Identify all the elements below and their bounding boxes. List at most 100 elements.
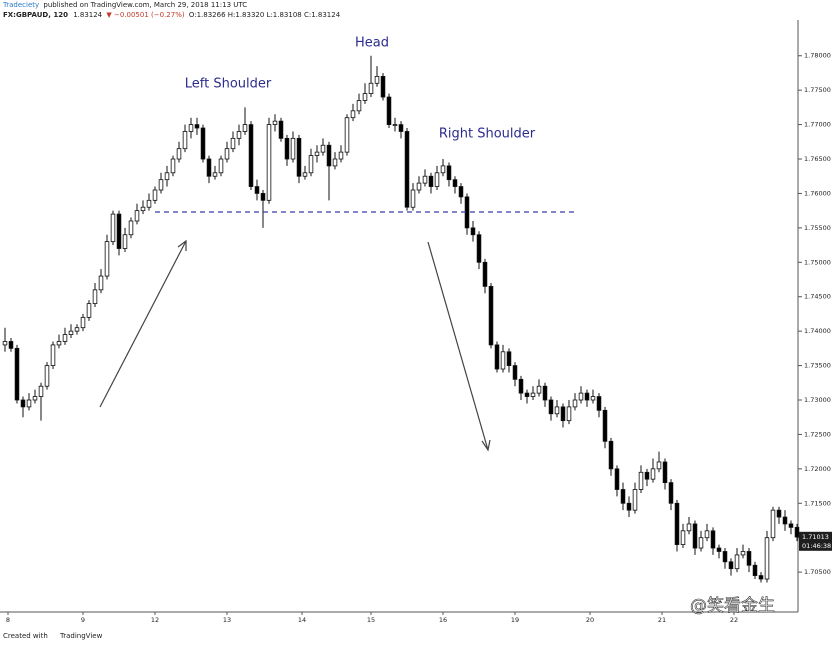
candle-body [152, 189, 158, 201]
candle-body [650, 468, 656, 480]
candle-body [638, 471, 644, 490]
y-tick-label: 1.74000 [804, 327, 831, 335]
footer-brand[interactable]: TradingView [59, 632, 103, 640]
candle-body [482, 261, 488, 287]
candle-body [386, 96, 392, 125]
last-price-label: 1.71013 [802, 533, 829, 541]
y-tick-label: 1.74500 [804, 293, 831, 301]
ohlc: O:1.83266 H:1.83320 L:1.83108 C:1.83124 [189, 11, 341, 19]
candle-body [44, 365, 50, 387]
y-tick-label: 1.72500 [804, 430, 831, 438]
candle-body [74, 327, 80, 332]
candle-body [524, 392, 530, 397]
candle-body [248, 124, 254, 187]
candle-body [380, 75, 386, 98]
candle-body [566, 406, 572, 422]
x-tick-label: 8 [6, 616, 10, 624]
x-tick-label: 22 [730, 616, 738, 624]
candle-body [200, 127, 206, 160]
candle-body [62, 334, 68, 342]
candle-body [134, 210, 140, 222]
y-tick-label: 1.72000 [804, 465, 831, 473]
candle-body [596, 396, 602, 411]
candle-body [38, 385, 44, 397]
candle-body [488, 285, 494, 346]
candle-body [326, 144, 332, 167]
publisher[interactable]: Tradeciety [2, 1, 39, 9]
x-tick-label: 9 [81, 616, 85, 624]
candle-body [2, 341, 8, 346]
candle-body [266, 124, 272, 201]
candle-body [260, 193, 266, 201]
candle-body [752, 564, 758, 576]
candle-body [698, 537, 704, 549]
footer-created: Created with [3, 632, 48, 640]
candle-body [314, 151, 320, 156]
candle-body [122, 234, 128, 249]
candle-body [362, 93, 368, 101]
candle-body [296, 137, 302, 177]
candle-body [56, 341, 62, 346]
arrows [99, 239, 491, 452]
candle-body [536, 385, 542, 394]
candle-body [398, 124, 404, 132]
candle-body [494, 344, 500, 370]
candle-body [50, 344, 56, 366]
countdown: 01:46:38 [802, 542, 831, 550]
x-tick-label: 15 [367, 616, 375, 624]
candle-body [776, 509, 782, 518]
candle-body [26, 399, 32, 408]
x-tick-label: 20 [586, 616, 594, 624]
candle-body [668, 482, 674, 504]
candle-body [530, 392, 536, 397]
candle-body [422, 175, 428, 184]
candle-body [404, 131, 410, 208]
candle-body [278, 120, 284, 139]
candle-body [644, 471, 650, 480]
candle-body [560, 406, 566, 422]
candle-body [746, 551, 752, 566]
last-price-box [799, 531, 832, 551]
candle-body [458, 186, 464, 198]
candle-body [710, 530, 716, 549]
candle-body [188, 124, 194, 132]
candle-body [368, 82, 374, 95]
candle-body [704, 530, 710, 539]
candle-body [182, 131, 188, 150]
candle-body [224, 148, 230, 160]
candle-body [440, 165, 446, 174]
candle-body [140, 206, 146, 212]
candle-body [584, 392, 590, 401]
candle-body [344, 117, 350, 153]
candle-body [98, 275, 104, 291]
candle-body [656, 461, 662, 470]
header-line: Tradeciety published on TradingView.com,… [2, 1, 247, 9]
candle-body [740, 551, 746, 556]
candle-body [206, 158, 212, 177]
candle-body [8, 341, 14, 349]
candle-body [674, 502, 680, 545]
candle-body [212, 172, 218, 177]
x-tick-label: 12 [151, 616, 159, 624]
candle-body [764, 537, 770, 580]
candle-body [686, 523, 692, 532]
x-tick-label: 19 [511, 616, 519, 624]
candle-body [272, 120, 278, 125]
candle-body [632, 489, 638, 511]
candle-body [680, 530, 686, 545]
symbol-line: FX:GBPAUD, 120 1.83124 ▼ −0.00501 (−0.27… [3, 11, 341, 19]
y-tick-label: 1.70500 [804, 568, 831, 576]
candle-body [614, 468, 620, 490]
candle-body [518, 378, 524, 394]
candle-body [608, 440, 614, 470]
candle-body [284, 137, 290, 160]
x-tick-label: 14 [298, 616, 306, 624]
candle-body [662, 461, 668, 484]
candle-body [176, 148, 182, 160]
y-tick-label: 1.77500 [804, 86, 831, 94]
y-tick-label: 1.75500 [804, 224, 831, 232]
watermark: @笑看金生 [690, 596, 775, 616]
candle-body [146, 199, 152, 208]
candle-body [446, 165, 452, 181]
